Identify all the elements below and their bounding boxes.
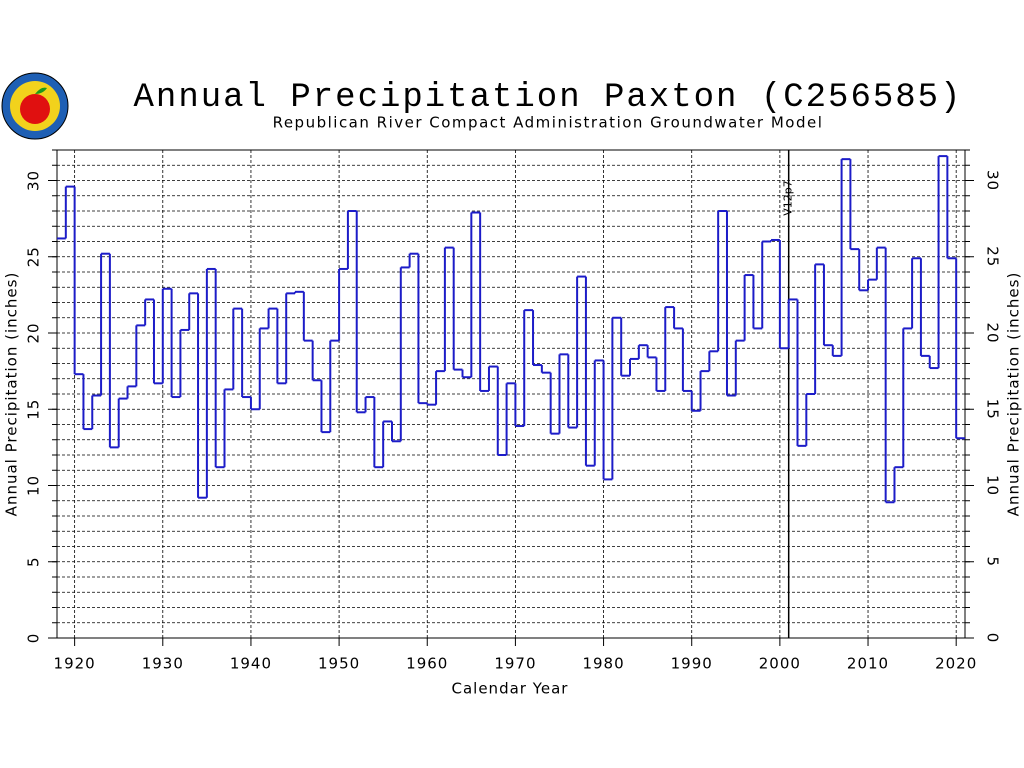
- y-tick-label: 0: [25, 633, 43, 644]
- y-tick-label: 10: [25, 475, 43, 496]
- x-tick-label: 1990: [671, 655, 713, 673]
- x-tick-label: 1960: [406, 655, 448, 673]
- x-tick-label: 1940: [230, 655, 272, 673]
- x-tick-label: 1970: [494, 655, 536, 673]
- x-tick-label: 1920: [54, 655, 96, 673]
- y2-tick-label: 5: [984, 556, 1002, 567]
- y-tick-label: 15: [25, 399, 43, 420]
- y2-tick-label: 25: [984, 246, 1002, 267]
- y2-tick-label: 15: [984, 399, 1002, 420]
- y2-tick-label: 30: [984, 170, 1002, 191]
- x-tick-label: 1930: [142, 655, 184, 673]
- x-tick-label: 2000: [759, 655, 801, 673]
- chart-title: Annual Precipitation Paxton (C256585): [134, 79, 963, 117]
- y-tick-label: 30: [25, 170, 43, 191]
- x-tick-label: 1980: [582, 655, 624, 673]
- y2-tick-label: 10: [984, 475, 1002, 496]
- annotation-label: V12p7: [782, 180, 795, 216]
- x-tick-label: 2020: [935, 655, 977, 673]
- y2-tick-label: 20: [984, 322, 1002, 343]
- x-tick-label: 2010: [847, 655, 889, 673]
- y-tick-label: 5: [25, 556, 43, 567]
- plot-frame: [56, 149, 966, 639]
- x-tick-label: 1950: [318, 655, 360, 673]
- y-axis-label: Annual Precipitation (inches): [3, 272, 21, 517]
- logo: [1, 72, 69, 140]
- y2-tick-label: 0: [984, 633, 1002, 644]
- y-tick-label: 25: [25, 246, 43, 267]
- y2-axis-label: Annual Precipitation (inches): [1005, 272, 1023, 517]
- y-tick-label: 20: [25, 322, 43, 343]
- chart-subtitle: Republican River Compact Administration …: [273, 114, 824, 132]
- x-axis-label: Calendar Year: [452, 680, 569, 698]
